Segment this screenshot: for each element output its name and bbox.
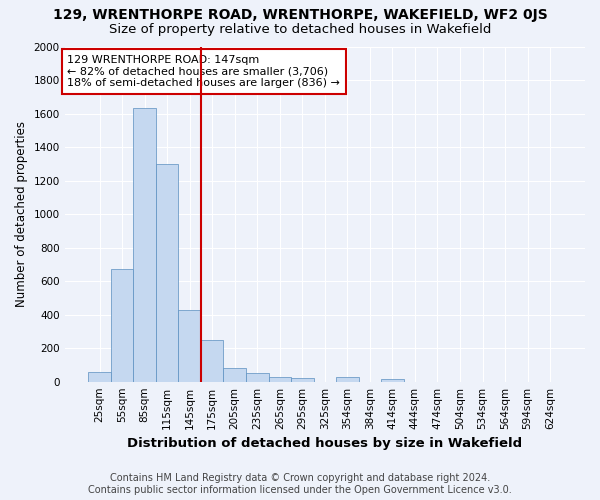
Text: Size of property relative to detached houses in Wakefield: Size of property relative to detached ho… (109, 22, 491, 36)
Bar (269, 378, 291, 382)
Bar (178, 310, 201, 382)
Bar (246, 374, 269, 382)
X-axis label: Distribution of detached houses by size in Wakefield: Distribution of detached houses by size … (127, 437, 523, 450)
Bar (223, 368, 246, 382)
Bar (291, 378, 314, 382)
Bar (381, 379, 404, 382)
Bar (156, 164, 178, 382)
Bar (336, 376, 359, 382)
Text: 129 WRENTHORPE ROAD: 147sqm
← 82% of detached houses are smaller (3,706)
18% of : 129 WRENTHORPE ROAD: 147sqm ← 82% of det… (67, 55, 340, 88)
Text: 129, WRENTHORPE ROAD, WRENTHORPE, WAKEFIELD, WF2 0JS: 129, WRENTHORPE ROAD, WRENTHORPE, WAKEFI… (53, 8, 547, 22)
Y-axis label: Number of detached properties: Number of detached properties (15, 121, 28, 307)
Bar (88, 372, 111, 382)
Bar (133, 108, 156, 382)
Bar (201, 340, 223, 382)
Bar (111, 268, 133, 382)
Text: Contains HM Land Registry data © Crown copyright and database right 2024.
Contai: Contains HM Land Registry data © Crown c… (88, 474, 512, 495)
